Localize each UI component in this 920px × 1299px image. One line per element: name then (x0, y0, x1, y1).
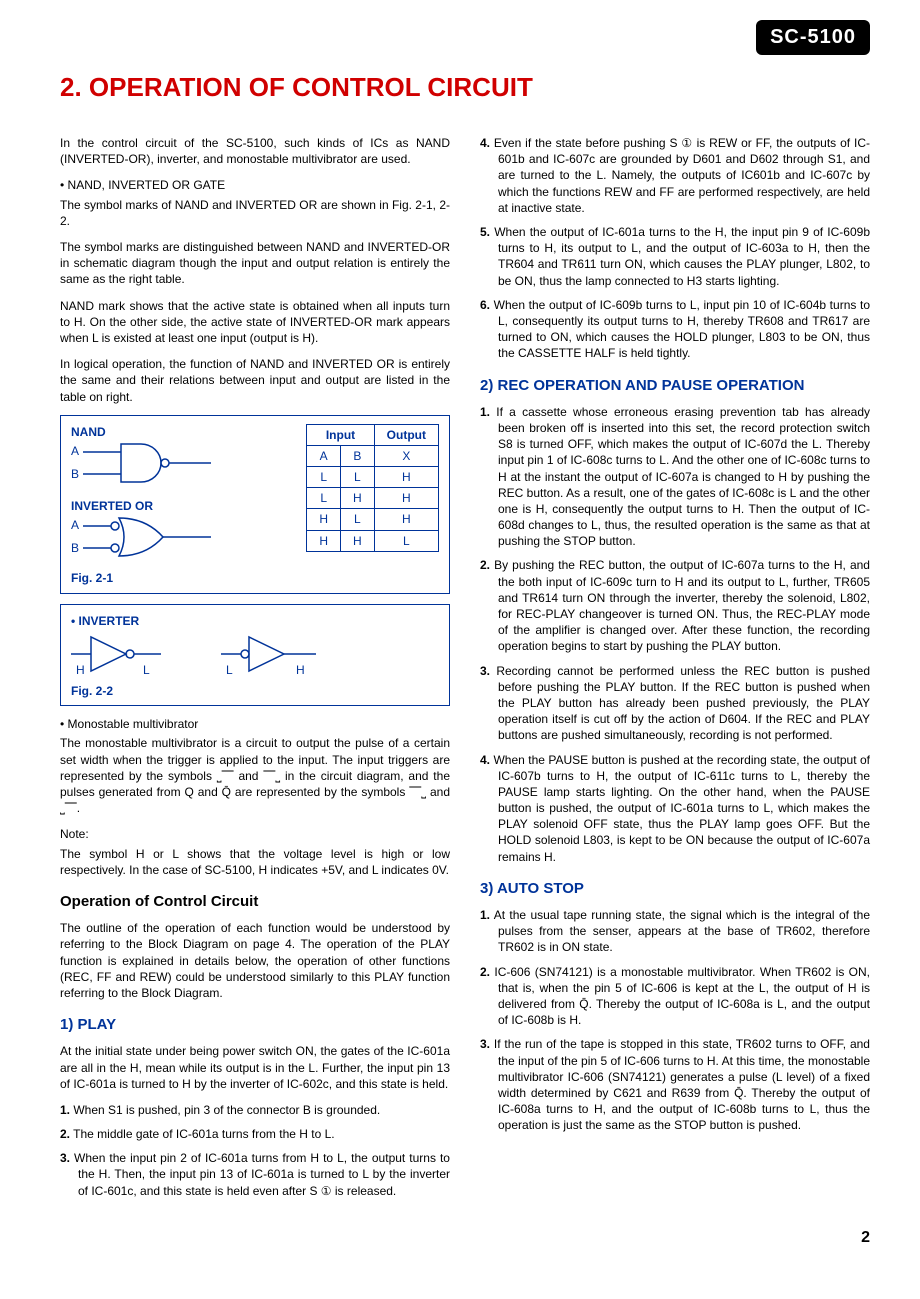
invor-label: INVERTED OR (71, 498, 292, 514)
play-cont-5: When the output of IC-601a turns to the … (494, 225, 870, 288)
tt-cell: H (374, 509, 438, 530)
fig22-caption: Fig. 2-2 (71, 683, 439, 699)
tt-cell: L (307, 488, 341, 509)
svg-text:L: L (226, 663, 233, 677)
tt-x: X (374, 445, 438, 466)
inverter-label: • INVERTER (71, 613, 439, 629)
tt-cell: H (374, 488, 438, 509)
nand-subhead: • NAND, INVERTED OR GATE (60, 177, 450, 193)
nand-label: NAND (71, 424, 292, 440)
play-cont-4: Even if the state before pushing S ① is … (494, 136, 870, 215)
truth-thead-output: Output (374, 424, 438, 445)
play-cont-6: When the output of IC-609b turns to L, i… (494, 298, 870, 361)
nand-p1: The symbol marks of NAND and INVERTED OR… (60, 197, 450, 229)
svg-text:A: A (71, 518, 79, 532)
play-list: 1. When S1 is pushed, pin 3 of the conne… (60, 1102, 450, 1199)
opcc-title: Operation of Control Circuit (60, 892, 450, 912)
fig-2-1-box: NAND A B INVERTED OR A B (60, 415, 450, 594)
rec-item-1: If a cassette whose erroneous erasing pr… (496, 405, 870, 549)
svg-text:B: B (71, 467, 79, 481)
nand-p2: The symbol marks are distinguished betwe… (60, 239, 450, 288)
tt-cell: L (307, 467, 341, 488)
page-number: 2 (60, 1227, 870, 1249)
opcc-p: The outline of the operation of each fun… (60, 920, 450, 1001)
svg-text:B: B (71, 541, 79, 555)
autostop-title: 3) AUTO STOP (480, 879, 870, 899)
fig-2-2-box: • INVERTER H L L H Fig. 2-2 (60, 604, 450, 707)
svg-text:L: L (143, 663, 150, 677)
autostop-item-1: At the usual tape running state, the sig… (494, 908, 870, 954)
intro-para: In the control circuit of the SC-5100, s… (60, 135, 450, 167)
note-title: Note: (60, 826, 450, 842)
nand-p4: In logical operation, the function of NA… (60, 356, 450, 405)
rec-item-2: By pushing the REC button, the output of… (494, 558, 870, 653)
rec-item-4: When the PAUSE button is pushed at the r… (493, 753, 870, 864)
svg-text:H: H (76, 663, 85, 677)
play-title: 1) PLAY (60, 1015, 450, 1035)
model-badge: SC-5100 (756, 20, 870, 55)
fig21-caption: Fig. 2-1 (71, 570, 292, 586)
tt-cell: H (307, 530, 341, 551)
nand-p3: NAND mark shows that the active state is… (60, 298, 450, 347)
nand-gate-svg: A B (71, 440, 221, 490)
page-title: 2. OPERATION OF CONTROL CIRCUIT (60, 70, 870, 105)
play-p: At the initial state under being power s… (60, 1043, 450, 1092)
tt-cell: H (341, 530, 375, 551)
rec-list: 1. If a cassette whose erroneous erasing… (480, 404, 870, 865)
invor-gate-svg: A B (71, 514, 221, 564)
play-item-2: The middle gate of IC-601a turns from th… (73, 1127, 334, 1141)
note-p: The symbol H or L shows that the voltage… (60, 846, 450, 878)
svg-text:A: A (71, 444, 79, 458)
tt-cell: H (374, 467, 438, 488)
left-column: In the control circuit of the SC-5100, s… (60, 135, 450, 1207)
mono-subhead: • Monostable multivibrator (60, 716, 450, 732)
autostop-item-3: If the run of the tape is stopped in thi… (494, 1037, 870, 1132)
tt-b: B (341, 445, 375, 466)
mono-p: The monostable multivibrator is a circui… (60, 735, 450, 816)
rec-title: 2) REC OPERATION AND PAUSE OPERATION (480, 376, 870, 396)
right-column: 4. Even if the state before pushing S ① … (480, 135, 870, 1207)
play-cont-list: 4. Even if the state before pushing S ① … (480, 135, 870, 361)
autostop-list: 1. At the usual tape running state, the … (480, 907, 870, 1133)
truth-table: Input Output A B X LLH LHH HLH HHL (306, 424, 439, 552)
tt-cell: L (341, 509, 375, 530)
tt-cell: H (341, 488, 375, 509)
rec-item-3: Recording cannot be performed unless the… (496, 664, 870, 743)
tt-a: A (307, 445, 341, 466)
inverter-svg: H L L H (71, 629, 391, 679)
play-item-1: When S1 is pushed, pin 3 of the connecto… (73, 1103, 380, 1117)
tt-cell: H (307, 509, 341, 530)
tt-cell: L (341, 467, 375, 488)
autostop-item-2: IC-606 (SN74121) is a monostable multivi… (494, 965, 870, 1028)
truth-thead-input: Input (307, 424, 374, 445)
play-item-3: When the input pin 2 of IC-601a turns fr… (74, 1151, 450, 1197)
tt-cell: L (374, 530, 438, 551)
svg-text:H: H (296, 663, 305, 677)
